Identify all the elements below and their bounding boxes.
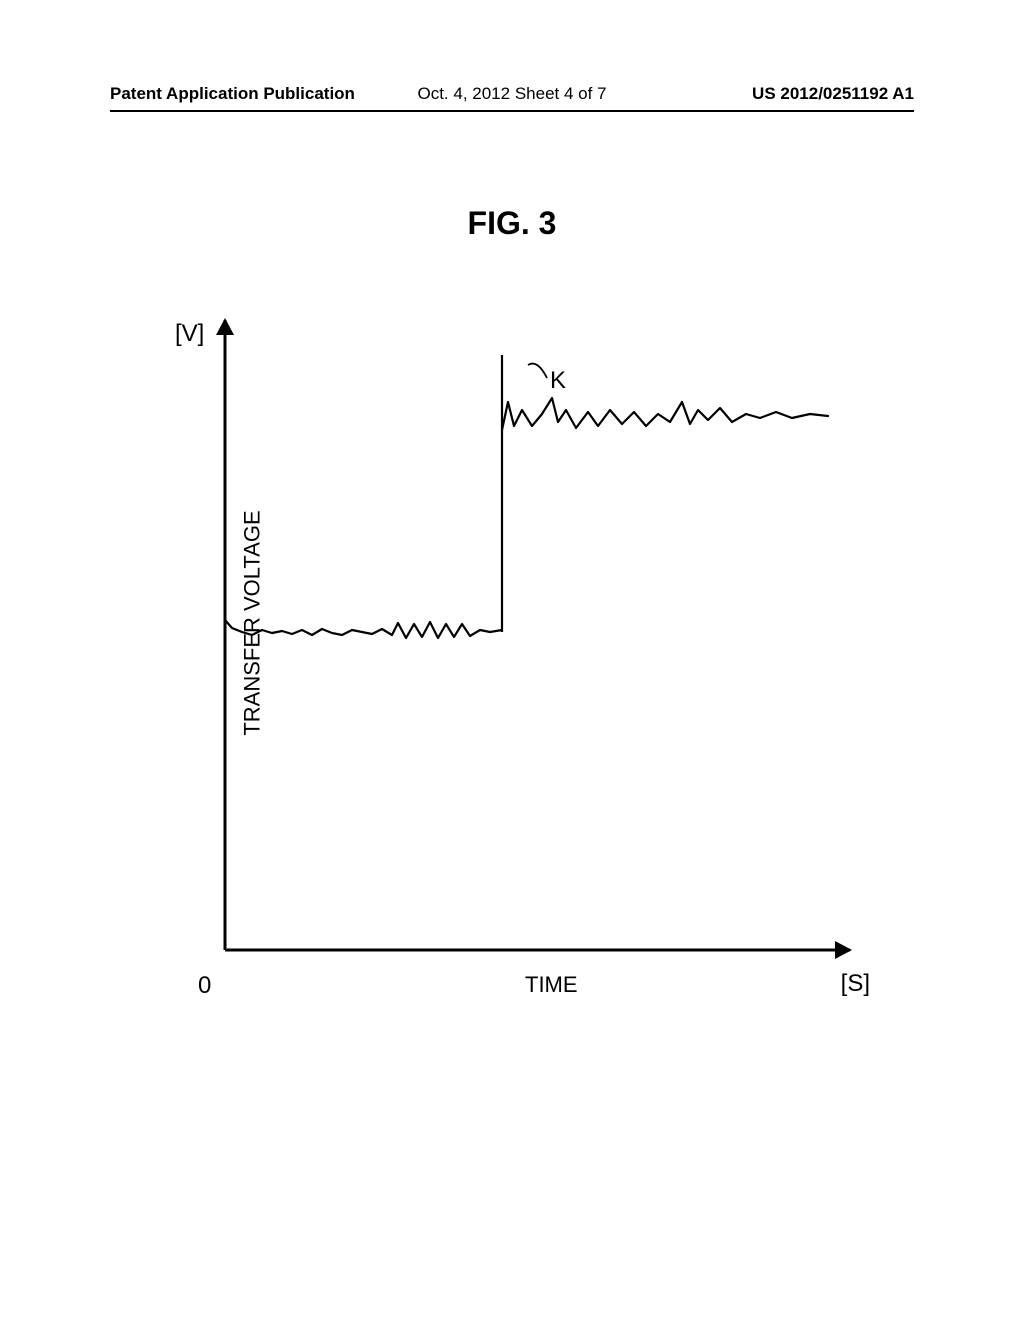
- header-left-text: Patent Application Publication: [110, 84, 355, 104]
- x-axis-label: TIME: [525, 972, 578, 998]
- header-text-row: Patent Application Publication Oct. 4, 2…: [110, 84, 914, 104]
- header-center-text: Oct. 4, 2012 Sheet 4 of 7: [417, 84, 606, 104]
- transfer-voltage-chart: [V] TRANSFER VOLTAGE 0 TIME [S] K: [170, 310, 870, 1010]
- y-axis-label: TRANSFER VOLTAGE: [240, 510, 266, 735]
- page-header: Patent Application Publication Oct. 4, 2…: [0, 78, 1024, 112]
- k-annotation: K: [550, 367, 566, 395]
- y-axis-unit: [V]: [175, 320, 204, 348]
- header-right-text: US 2012/0251192 A1: [752, 84, 914, 104]
- header-divider: [110, 110, 914, 112]
- x-axis-unit: [S]: [841, 970, 870, 998]
- chart-svg: [170, 310, 870, 1010]
- figure-title: FIG. 3: [468, 205, 557, 242]
- origin-label: 0: [198, 972, 211, 1000]
